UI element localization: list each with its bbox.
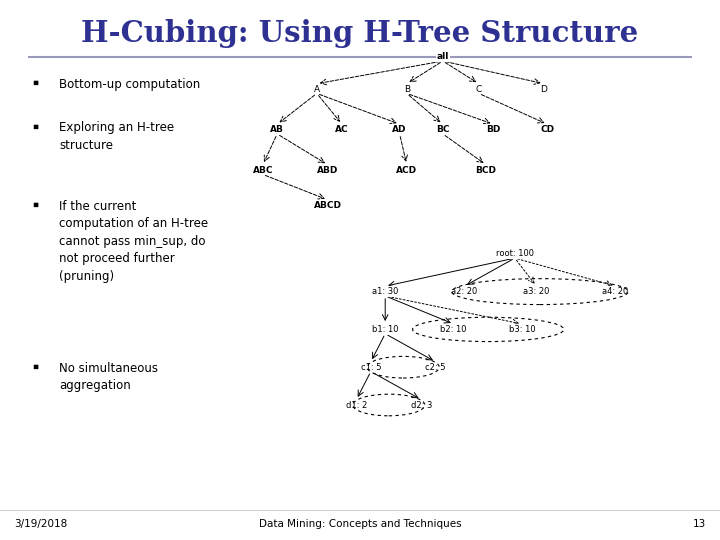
Text: AD: AD <box>392 125 407 134</box>
Text: all: all <box>436 52 449 61</box>
Text: ◾: ◾ <box>32 200 39 209</box>
Text: ACD: ACD <box>396 166 418 174</box>
Text: ◾: ◾ <box>32 78 39 87</box>
Text: b3: 10: b3: 10 <box>509 325 535 334</box>
Text: a1: 30: a1: 30 <box>372 287 398 296</box>
Text: 13: 13 <box>693 519 706 529</box>
Text: H-Cubing: Using H-Tree Structure: H-Cubing: Using H-Tree Structure <box>81 19 639 48</box>
Text: B: B <box>404 85 410 93</box>
Text: Exploring an H-tree
structure: Exploring an H-tree structure <box>59 122 174 152</box>
Text: a2: 20: a2: 20 <box>451 287 477 296</box>
Text: A: A <box>314 85 320 93</box>
Text: BC: BC <box>436 125 449 134</box>
Text: ABC: ABC <box>253 166 273 174</box>
Text: 3/19/2018: 3/19/2018 <box>14 519 68 529</box>
Text: If the current
computation of an H-tree
cannot pass min_sup, do
not proceed furt: If the current computation of an H-tree … <box>59 200 208 283</box>
Text: ◾: ◾ <box>32 362 39 371</box>
Text: a3: 20: a3: 20 <box>523 287 549 296</box>
Text: d2: 3: d2: 3 <box>410 401 432 409</box>
Text: ◾: ◾ <box>32 122 39 131</box>
Text: c1: 5: c1: 5 <box>361 363 381 372</box>
Text: No simultaneous
aggregation: No simultaneous aggregation <box>59 362 158 392</box>
Text: Data Mining: Concepts and Techniques: Data Mining: Concepts and Techniques <box>258 519 462 529</box>
Text: ABCD: ABCD <box>314 201 341 210</box>
Text: D: D <box>540 85 547 93</box>
Text: d1: 2: d1: 2 <box>346 401 367 409</box>
Text: CD: CD <box>540 125 554 134</box>
Text: AC: AC <box>336 125 348 134</box>
Text: b2: 10: b2: 10 <box>441 325 467 334</box>
Text: C: C <box>476 85 482 93</box>
Text: BCD: BCD <box>475 166 497 174</box>
Text: c2: 5: c2: 5 <box>426 363 446 372</box>
Text: a4: 20: a4: 20 <box>603 287 629 296</box>
Text: b1: 10: b1: 10 <box>372 325 398 334</box>
Text: ABD: ABD <box>317 166 338 174</box>
Text: AB: AB <box>270 125 284 134</box>
Text: root: 100: root: 100 <box>496 249 534 258</box>
Text: Bottom-up computation: Bottom-up computation <box>59 78 200 91</box>
Text: BD: BD <box>486 125 500 134</box>
